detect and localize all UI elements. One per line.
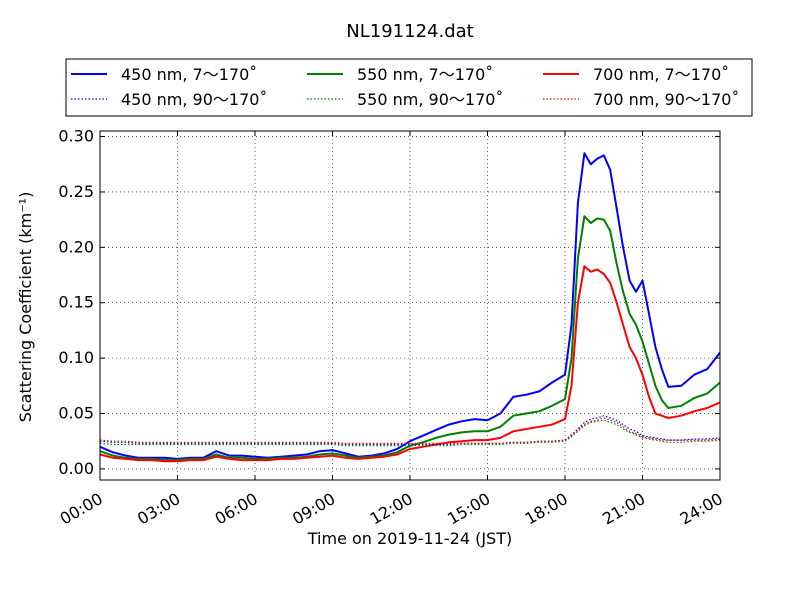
- y-tick-label: 0.10: [58, 348, 94, 367]
- x-axis-label: Time on 2019-11-24 (JST): [307, 529, 512, 548]
- legend-label: 450 nm, 90～170˚: [121, 90, 267, 109]
- legend-label: 450 nm, 7～170˚: [121, 65, 257, 84]
- series-line: [99, 265, 721, 463]
- chart-title: NL191124.dat: [346, 21, 473, 42]
- series-lines: [99, 152, 721, 463]
- legend-label: 550 nm, 7～170˚: [357, 65, 493, 84]
- series-line: [99, 215, 721, 462]
- y-tick-label: 0.00: [58, 459, 94, 478]
- series-line: [99, 152, 721, 460]
- legend-label: 700 nm, 7～170˚: [593, 65, 729, 84]
- legend: 450 nm, 7～170˚ 550 nm, 7～170˚ 700 nm, 7～17…: [65, 58, 753, 117]
- series-line: [99, 417, 721, 444]
- legend-label: 550 nm, 90～170˚: [357, 90, 503, 109]
- y-tick-label: 0.15: [58, 293, 94, 312]
- series-line: [99, 419, 721, 447]
- y-axis-label: Scattering Coefficient (km⁻¹): [16, 192, 35, 423]
- y-tick-label: 0.20: [58, 237, 94, 256]
- y-tick-label: 0.30: [58, 127, 94, 146]
- legend-box: [65, 58, 753, 117]
- legend-label: 700 nm, 90～170˚: [593, 90, 739, 109]
- y-tick-label: 0.25: [58, 182, 94, 201]
- y-tick-label: 0.05: [58, 404, 94, 423]
